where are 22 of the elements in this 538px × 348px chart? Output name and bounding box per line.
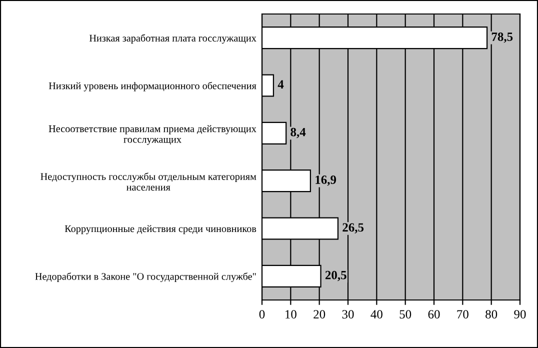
x-tick-label: 50 (400, 310, 412, 319)
x-tick-label: 90 (514, 310, 526, 319)
x-tick-label: 80 (486, 310, 498, 319)
x-tick-label: 20 (314, 310, 326, 319)
x-tick-label: 0 (259, 310, 265, 319)
data-label: 16,9 (316, 176, 336, 186)
x-tick-label: 40 (370, 310, 382, 319)
y-tick-label: Низкий уровень информационного обеспечения (48, 82, 256, 92)
data-label: 78,5 (492, 32, 513, 43)
y-tick-label: Низкая заработная плата госслужащих (89, 34, 256, 44)
y-tick-label: Коррупционные действия среди чиновников (64, 225, 256, 234)
data-label: 4 (278, 80, 284, 89)
x-tick-label: 10 (286, 310, 296, 319)
y-tick-label: Недоработки в Законе "О государственной службе" (35, 272, 256, 282)
data-label: 26,5 (342, 223, 364, 234)
x-tick-label: 70 (457, 310, 468, 319)
data-label: 20,5 (325, 270, 346, 282)
x-tick-label: 60 (428, 310, 440, 319)
x-tick-label: 30 (342, 310, 354, 319)
data-label: 8,4 (290, 128, 306, 138)
y-tick-label: Несоответствие правилам приема действующих госслужащих (48, 125, 256, 145)
y-tick-label: Недоступность госслужбы отдельным категориям населения (40, 172, 256, 191)
